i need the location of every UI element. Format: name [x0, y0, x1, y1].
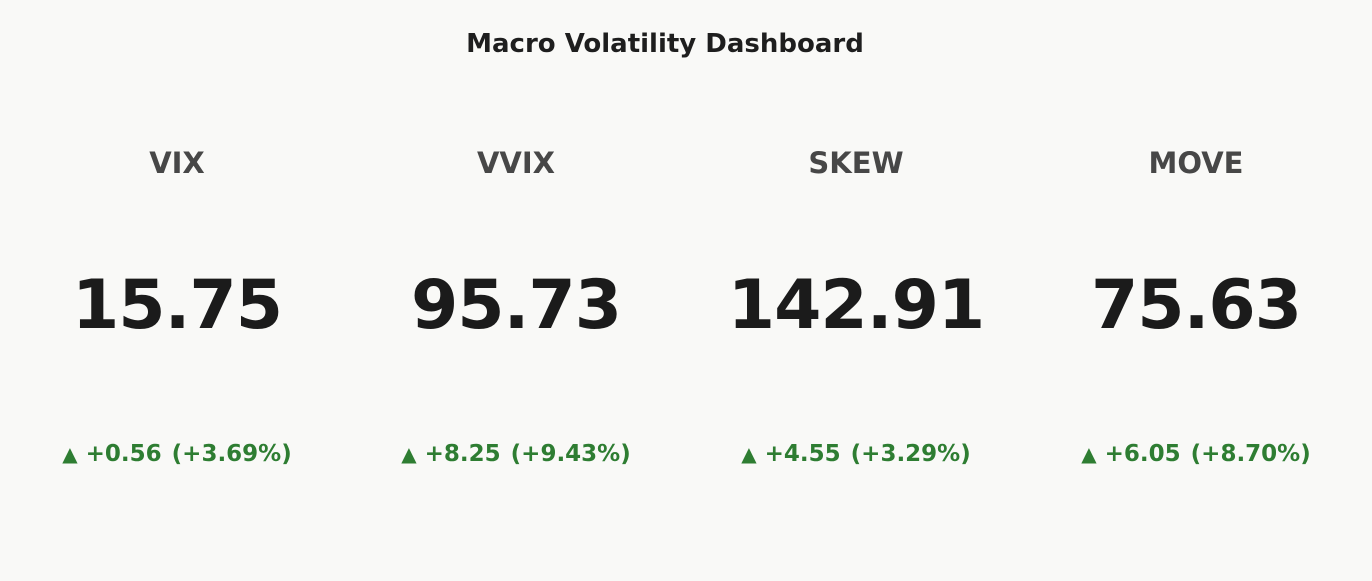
indicator-card-skew: SKEW 142.91 ▲ +4.55 (+3.29%)	[686, 0, 1026, 581]
change-percent: (+3.29%)	[850, 441, 971, 467]
indicator-change: ▲ +0.56 (+3.69%)	[7, 441, 347, 467]
indicator-value: 75.63	[1090, 266, 1302, 345]
indicator-card-move: MOVE 75.63 ▲ +6.05 (+8.70%)	[1026, 0, 1366, 581]
indicator-label: VVIX	[476, 146, 556, 180]
up-triangle-icon: ▲	[741, 442, 757, 466]
indicator-label: SKEW	[808, 146, 904, 180]
change-percent: (+8.70%)	[1190, 441, 1311, 467]
indicator-card-vix: VIX 15.75 ▲ +0.56 (+3.69%)	[7, 0, 347, 581]
up-triangle-icon: ▲	[1081, 442, 1097, 466]
indicator-value: 15.75	[71, 266, 283, 345]
indicator-value: 95.73	[410, 266, 622, 345]
up-triangle-icon: ▲	[401, 442, 417, 466]
change-value: +0.56	[85, 441, 162, 467]
indicator-label: MOVE	[1148, 146, 1244, 180]
dashboard-title: Macro Volatility Dashboard	[466, 29, 864, 59]
change-value: +4.55	[764, 441, 841, 467]
change-value: +8.25	[424, 441, 501, 467]
indicator-label: VIX	[149, 146, 205, 180]
change-percent: (+9.43%)	[510, 441, 631, 467]
indicator-change: ▲ +8.25 (+9.43%)	[346, 441, 686, 467]
indicator-card-vvix: VVIX 95.73 ▲ +8.25 (+9.43%)	[346, 0, 686, 581]
up-triangle-icon: ▲	[62, 442, 78, 466]
change-value: +6.05	[1104, 441, 1181, 467]
indicator-change: ▲ +4.55 (+3.29%)	[686, 441, 1026, 467]
indicator-value: 142.91	[727, 266, 985, 345]
indicator-change: ▲ +6.05 (+8.70%)	[1026, 441, 1366, 467]
change-percent: (+3.69%)	[171, 441, 292, 467]
